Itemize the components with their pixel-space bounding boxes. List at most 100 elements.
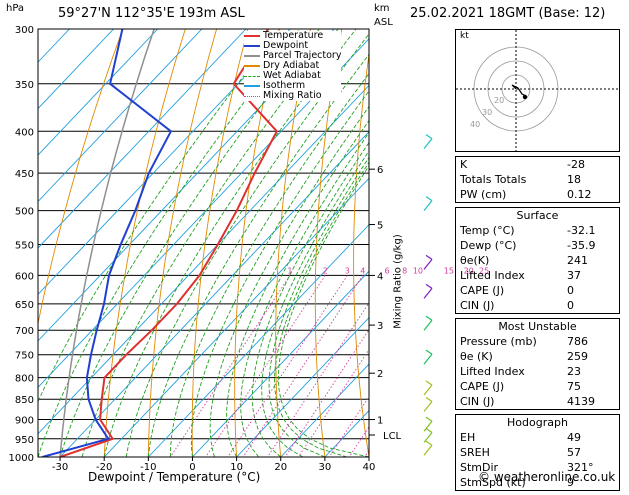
legend-swatch <box>244 85 260 87</box>
mixing-ratio-label: 6 <box>385 266 390 275</box>
mixing-ratio-label: 1 <box>287 266 292 275</box>
legend-item: Parcel Trajectory <box>244 51 341 61</box>
isotherm-line <box>103 177 369 457</box>
x-axis-label: Dewpoint / Temperature (°C) <box>88 470 261 484</box>
isotherm-line <box>280 363 369 457</box>
legend-swatch <box>244 75 260 77</box>
mixing-ratio-line <box>267 302 369 457</box>
asl-label: ASL <box>374 17 393 28</box>
row-label: Temp (°C) <box>460 224 515 237</box>
wind-barb-flag <box>425 380 433 386</box>
pressure-tick-label: 800 <box>15 374 34 385</box>
isotherm-line <box>38 29 291 296</box>
legend-item: Isotherm <box>244 81 341 91</box>
row-value: 0.12 <box>567 188 592 201</box>
row-label: EH <box>460 431 476 444</box>
table-row: PW (cm) 0.12 <box>456 187 619 202</box>
table-row: Temp (°C) -32.1 <box>456 223 619 238</box>
table-row: Pressure (mb) 786 <box>456 334 619 349</box>
x-tick-label: -30 <box>52 462 68 473</box>
dry-adiabat-line <box>427 29 458 457</box>
hpa-unit-label: hPa <box>6 3 25 14</box>
row-label: CAPE (J) <box>460 284 505 297</box>
legend-swatch <box>244 65 260 67</box>
row-label: StmDir <box>460 461 499 474</box>
legend-item: Mixing Ratio <box>244 91 341 101</box>
km-tick-label: 6 <box>377 165 383 176</box>
row-value: 0 <box>567 284 574 297</box>
dry-adiabat-line <box>623 29 629 457</box>
row-value: 57 <box>567 446 581 459</box>
pressure-tick-label: 550 <box>15 240 34 251</box>
table-row: Totals Totals 18 <box>456 172 619 187</box>
wind-barb <box>423 200 433 211</box>
legend-swatch <box>244 35 260 37</box>
pressure-tick-label: 400 <box>15 127 34 138</box>
hodograph-trace <box>511 84 527 97</box>
mixing-ratio-axis-label: Mixing Ratio (g/kg) <box>392 234 404 329</box>
wind-barb-flag <box>425 134 433 140</box>
row-label: Totals Totals <box>460 173 527 186</box>
pressure-tick-label: 350 <box>15 80 34 91</box>
wind-barb-flag <box>425 440 433 446</box>
legend: Temperature Dewpoint Parcel Trajectory Dry … <box>244 31 342 101</box>
pressure-tick-label: 700 <box>15 326 34 337</box>
wind-barb-flag <box>425 427 433 433</box>
x-tick-label: -20 <box>96 462 112 473</box>
x-tick-label: 20 <box>274 462 287 473</box>
km-tick-label: 2 <box>377 369 383 380</box>
row-label: CIN (J) <box>460 299 495 312</box>
km-tick-label: 3 <box>377 321 383 332</box>
row-value: 37 <box>567 269 581 282</box>
km-tick-label: 4 <box>377 271 383 282</box>
wet-adiabat-line <box>190 90 369 457</box>
legend-label: Wet Adiabat <box>263 70 321 81</box>
table-section-title: Most Unstable <box>498 320 577 333</box>
table-row: CIN (J) 4139 <box>456 394 619 409</box>
wet-adiabat-line <box>268 156 369 457</box>
legend-label: Temperature <box>263 30 324 41</box>
wind-barb <box>423 287 433 299</box>
km-tick-label: 1 <box>377 416 383 427</box>
credit-text: © weatheronline.co.uk <box>478 470 616 484</box>
row-value: 786 <box>567 335 588 348</box>
hodograph-ring-label: 40 <box>470 120 480 129</box>
legend-label: Dry Adiabat <box>263 60 320 71</box>
mixing-ratio-line <box>205 275 326 457</box>
row-value: 75 <box>567 380 581 393</box>
pressure-tick-label: 600 <box>15 271 34 282</box>
row-value: -32.1 <box>567 224 596 237</box>
km-label: km <box>374 3 390 14</box>
wet-adiabat-line <box>59 29 320 457</box>
row-value: 4139 <box>567 395 595 408</box>
pressure-tick-label: 1000 <box>9 453 34 464</box>
wind-barb <box>423 401 433 412</box>
mixing-ratio-label: 10 <box>413 266 423 275</box>
most-unstable-box: Most Unstable Pressure (mb) 786 θe (K) 259 Li… <box>455 318 620 410</box>
mixing-ratio-label: 4 <box>360 266 365 275</box>
pressure-tick-label: 300 <box>15 25 34 36</box>
row-label: Pressure (mb) <box>460 335 537 348</box>
temperature-profile-line <box>59 29 279 457</box>
legend-label: Isotherm <box>263 80 306 91</box>
pressure-tick-label: 850 <box>15 395 34 406</box>
row-value: 259 <box>567 350 588 363</box>
x-tick-label: 40 <box>363 462 376 473</box>
dry-adiabat-line <box>147 29 218 457</box>
isotherm-line <box>38 29 203 203</box>
table-row: K -28 <box>456 157 619 172</box>
mixing-ratio-line <box>170 275 291 457</box>
row-label: CIN (J) <box>460 395 495 408</box>
x-tick-label: 30 <box>318 462 331 473</box>
row-label: CAPE (J) <box>460 380 505 393</box>
row-label: Dewp (°C) <box>460 239 517 252</box>
wet-adiabat-line <box>226 119 369 457</box>
legend-swatch <box>244 95 260 97</box>
table-row: θe (K) 259 <box>456 349 619 364</box>
dry-adiabat-line <box>353 51 369 457</box>
row-value: 241 <box>567 254 588 267</box>
wind-barb <box>423 353 433 365</box>
legend-item: Temperature <box>244 31 341 41</box>
mixing-ratio-line <box>284 328 369 457</box>
